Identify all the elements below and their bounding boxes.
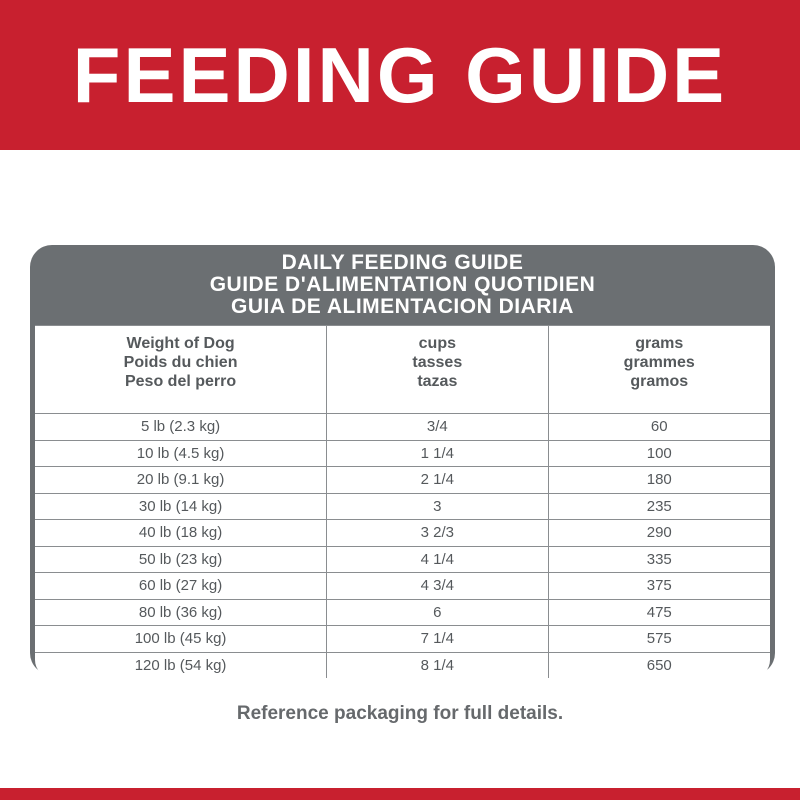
table-row: 100 lb (45 kg) 7 1/4 575: [35, 625, 770, 653]
table-cell: 1 1/4: [326, 439, 549, 467]
table-cell: 335: [547, 545, 770, 573]
feeding-table: Weight of Dog Poids du chien Peso del perr…: [35, 325, 770, 678]
table-cell: 20 lb (9.1 kg): [35, 466, 328, 494]
column-header-line: cups: [418, 335, 456, 352]
table-title-line: GUIDE D'ALIMENTATION QUOTIDIEN: [209, 273, 596, 296]
table-title: DAILY FEEDING GUIDE GUIDE D'ALIMENTATION …: [35, 245, 770, 325]
table-cell: 290: [547, 519, 770, 547]
table-row: 120 lb (54 kg) 8 1/4 650: [35, 651, 770, 678]
footer-note: Reference packaging for full details.: [236, 703, 564, 724]
table-cell: 650: [547, 651, 770, 678]
table-cell: 3/4: [326, 413, 549, 441]
column-header-line: tazas: [417, 373, 458, 390]
table-cell: 6: [326, 598, 549, 626]
bottom-band: [0, 788, 800, 800]
table-cell: 2 1/4: [326, 466, 549, 494]
table-row: 60 lb (27 kg) 4 3/4 375: [35, 572, 770, 600]
table-row: 30 lb (14 kg) 3 235: [35, 492, 770, 520]
table-cell: 375: [547, 572, 770, 600]
table-cell: 4 3/4: [326, 572, 549, 600]
column-header-line: grammes: [623, 354, 695, 371]
column-header-line: Weight of Dog: [126, 335, 235, 352]
table-cell: 30 lb (14 kg): [35, 492, 328, 520]
column-header-line: Poids du chien: [123, 354, 238, 371]
column-header: cups tasses tazas: [326, 325, 549, 414]
column-header-line: grams: [635, 335, 684, 352]
table-cell: 5 lb (2.3 kg): [35, 413, 328, 441]
table-cell: 4 1/4: [326, 545, 549, 573]
table-cell: 235: [547, 492, 770, 520]
table-title-line: GUIA DE ALIMENTACION DIARIA: [231, 295, 574, 318]
column-header-row: Weight of Dog Poids du chien Peso del perr…: [35, 325, 770, 414]
table-cell: 120 lb (54 kg): [35, 651, 328, 678]
table-title-line: DAILY FEEDING GUIDE: [281, 251, 524, 274]
column-header-line: gramos: [630, 373, 689, 390]
table-cell: 60 lb (27 kg): [35, 572, 328, 600]
header-title: FEEDING GUIDE: [0, 0, 800, 150]
table-cell: 3 2/3: [326, 519, 549, 547]
table-row: 80 lb (36 kg) 6 475: [35, 598, 770, 626]
table-cell: 3: [326, 492, 549, 520]
column-header-line: Peso del perro: [124, 373, 237, 390]
feeding-table-box: DAILY FEEDING GUIDE GUIDE D'ALIMENTATION …: [30, 245, 775, 678]
table-cell: 8 1/4: [326, 651, 549, 678]
table-cell: 60: [547, 413, 770, 441]
table-cell: 475: [547, 598, 770, 626]
column-header-line: tasses: [412, 354, 463, 371]
table-cell: 180: [547, 466, 770, 494]
table-cell: 100 lb (45 kg): [35, 625, 328, 653]
table-cell: 80 lb (36 kg): [35, 598, 328, 626]
table-cell: 575: [547, 625, 770, 653]
column-header: grams grammes gramos: [547, 325, 770, 414]
column-header: Weight of Dog Poids du chien Peso del perr…: [35, 325, 328, 414]
table-cell: 10 lb (4.5 kg): [35, 439, 328, 467]
table-row: 40 lb (18 kg) 3 2/3 290: [35, 519, 770, 547]
table-row: 10 lb (4.5 kg) 1 1/4 100: [35, 439, 770, 467]
table-cell: 7 1/4: [326, 625, 549, 653]
table-row: 5 lb (2.3 kg) 3/4 60: [35, 413, 770, 441]
table-cell: 100: [547, 439, 770, 467]
table-cell: 40 lb (18 kg): [35, 519, 328, 547]
table-row: 50 lb (23 kg) 4 1/4 335: [35, 545, 770, 573]
table-row: 20 lb (9.1 kg) 2 1/4 180: [35, 466, 770, 494]
table-cell: 50 lb (23 kg): [35, 545, 328, 573]
